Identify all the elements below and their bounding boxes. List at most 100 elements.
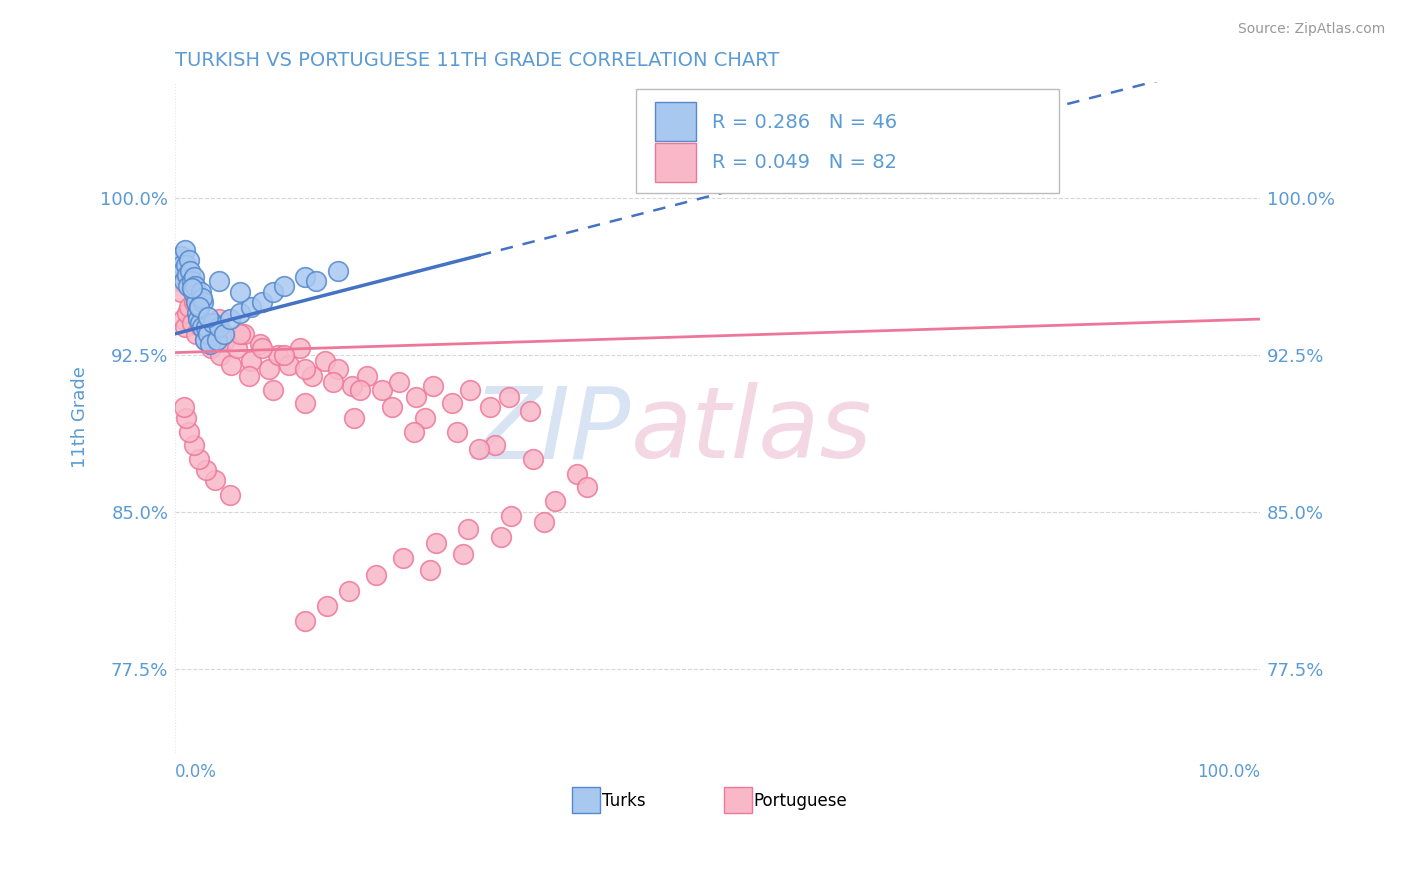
FancyBboxPatch shape bbox=[637, 89, 1059, 193]
Point bbox=[229, 306, 252, 320]
Point bbox=[183, 270, 205, 285]
Point bbox=[413, 410, 436, 425]
Point bbox=[343, 410, 366, 425]
Point bbox=[190, 320, 212, 334]
Point bbox=[371, 384, 394, 398]
Point bbox=[402, 425, 425, 440]
Text: 0.0%: 0.0% bbox=[176, 764, 217, 781]
Point bbox=[544, 494, 567, 508]
Point bbox=[172, 264, 194, 278]
Point bbox=[177, 278, 200, 293]
Point bbox=[422, 379, 444, 393]
Point bbox=[522, 452, 544, 467]
Point bbox=[179, 425, 201, 440]
Point bbox=[250, 295, 273, 310]
Point bbox=[176, 268, 198, 282]
Point bbox=[191, 291, 214, 305]
Point bbox=[249, 337, 271, 351]
Point bbox=[273, 348, 295, 362]
Point bbox=[174, 258, 197, 272]
Point bbox=[294, 614, 316, 628]
Point bbox=[238, 368, 260, 383]
Point bbox=[501, 508, 523, 523]
Point bbox=[208, 348, 231, 362]
Point bbox=[212, 326, 235, 341]
Point bbox=[489, 530, 512, 544]
Point bbox=[176, 306, 198, 320]
Point bbox=[273, 278, 295, 293]
Point bbox=[179, 300, 201, 314]
Point bbox=[405, 390, 427, 404]
Point bbox=[170, 249, 193, 263]
Point bbox=[173, 274, 195, 288]
Point bbox=[294, 396, 316, 410]
Point bbox=[316, 599, 339, 613]
Point bbox=[180, 280, 202, 294]
Point bbox=[193, 295, 215, 310]
Point bbox=[183, 438, 205, 452]
Point bbox=[174, 410, 197, 425]
Point bbox=[194, 320, 217, 334]
Point bbox=[208, 320, 231, 334]
Point bbox=[202, 316, 225, 330]
Point bbox=[167, 253, 190, 268]
Point bbox=[173, 400, 195, 414]
Point bbox=[167, 274, 190, 288]
Point bbox=[184, 295, 207, 310]
Point bbox=[226, 342, 249, 356]
Point bbox=[340, 379, 363, 393]
Point bbox=[278, 358, 301, 372]
Text: Portuguese: Portuguese bbox=[754, 792, 846, 810]
Point bbox=[170, 258, 193, 272]
Point bbox=[565, 467, 588, 482]
Text: R = 0.286   N = 46: R = 0.286 N = 46 bbox=[711, 113, 897, 132]
Point bbox=[190, 285, 212, 299]
Point bbox=[186, 295, 208, 310]
Point bbox=[194, 463, 217, 477]
Point bbox=[188, 300, 211, 314]
Y-axis label: 11th Grade: 11th Grade bbox=[72, 367, 89, 468]
Point bbox=[197, 326, 219, 341]
Text: ZIP: ZIP bbox=[472, 383, 631, 480]
Point bbox=[533, 516, 555, 530]
Point bbox=[188, 316, 211, 330]
Point bbox=[425, 536, 447, 550]
Point bbox=[468, 442, 491, 456]
Point bbox=[218, 312, 240, 326]
Point bbox=[194, 333, 217, 347]
Point bbox=[187, 306, 209, 320]
FancyBboxPatch shape bbox=[724, 787, 752, 814]
Point bbox=[204, 474, 226, 488]
Point bbox=[218, 488, 240, 502]
Point bbox=[326, 264, 349, 278]
Point bbox=[219, 358, 242, 372]
Point bbox=[184, 278, 207, 293]
Point bbox=[326, 362, 349, 376]
Text: 100.0%: 100.0% bbox=[1197, 764, 1260, 781]
Point bbox=[214, 333, 236, 347]
Point bbox=[294, 362, 316, 376]
Point bbox=[186, 306, 208, 320]
Point bbox=[180, 316, 202, 330]
Point bbox=[232, 326, 254, 341]
Text: R = 0.049   N = 82: R = 0.049 N = 82 bbox=[711, 153, 897, 172]
FancyBboxPatch shape bbox=[655, 143, 696, 182]
Point bbox=[179, 253, 201, 268]
Point bbox=[498, 390, 520, 404]
Point bbox=[194, 333, 217, 347]
Point bbox=[262, 285, 284, 299]
Point bbox=[179, 264, 201, 278]
Point bbox=[229, 285, 252, 299]
Point bbox=[294, 270, 316, 285]
Point bbox=[257, 362, 280, 376]
Point bbox=[174, 320, 197, 334]
Point bbox=[172, 312, 194, 326]
Point bbox=[170, 285, 193, 299]
Text: TURKISH VS PORTUGUESE 11TH GRADE CORRELATION CHART: TURKISH VS PORTUGUESE 11TH GRADE CORRELA… bbox=[176, 51, 780, 70]
Point bbox=[188, 452, 211, 467]
Point bbox=[484, 438, 506, 452]
Point bbox=[180, 274, 202, 288]
Point bbox=[240, 354, 263, 368]
Point bbox=[204, 326, 226, 341]
Point bbox=[576, 480, 599, 494]
